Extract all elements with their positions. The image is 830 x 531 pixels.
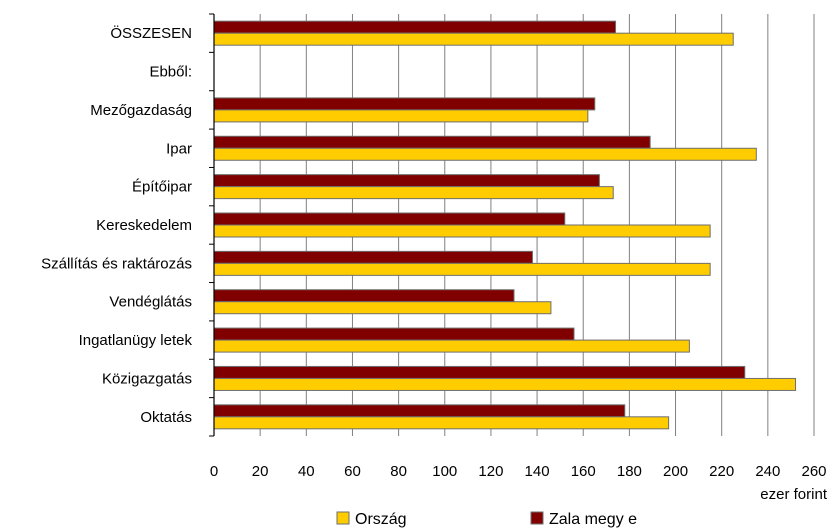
bar-zala [213, 212, 566, 226]
bar-zala [213, 20, 617, 34]
category-label: Oktatás [140, 409, 192, 426]
bar-orszag [213, 339, 690, 353]
category-label: Ipar [166, 140, 192, 157]
legend-label: Zala megy e [549, 511, 637, 528]
category-label: ÖSSZESEN [110, 24, 192, 42]
bar-orszag [213, 224, 711, 238]
x-tick-label: 120 [478, 463, 503, 480]
bar-orszag [213, 301, 552, 315]
category-label: Ingatlanügy letek [79, 332, 193, 349]
x-tick-label: 260 [801, 463, 826, 480]
x-tick-label: 200 [663, 463, 688, 480]
x-unit-label: ezer forint [760, 486, 828, 503]
legend-label: Ország [355, 511, 407, 528]
x-tick-label: 160 [571, 463, 596, 480]
x-tick-label: 220 [709, 463, 734, 480]
category-labels: ÖSSZESEN Ebből: Mezőgazdaság Ipar Építőipar K… [41, 24, 192, 426]
bar-orszag [213, 147, 757, 161]
bar-orszag [213, 262, 711, 276]
bar-zala [213, 365, 746, 379]
bar-orszag [213, 416, 670, 430]
category-label: Kereskedelem [96, 217, 192, 234]
category-label: Vendéglátás [109, 294, 192, 311]
category-label: Közigazgatás [102, 370, 192, 387]
x-tick-label: 100 [432, 463, 457, 480]
x-tick-label: 80 [390, 463, 407, 480]
bar-zala [213, 327, 575, 341]
bars [213, 20, 797, 430]
category-label: Ebből: [149, 64, 192, 81]
bar-zala [213, 135, 651, 149]
legend: Ország Zala megy e [336, 511, 637, 528]
bar-zala [213, 404, 626, 418]
legend-swatch [530, 511, 544, 525]
x-tick-label: 240 [755, 463, 780, 480]
x-tick-label: 0 [210, 463, 218, 480]
category-label: Mezőgazdaság [90, 102, 192, 119]
bar-orszag [213, 109, 589, 123]
bar-zala [213, 97, 596, 111]
x-tick-label: 20 [252, 463, 269, 480]
bar-orszag [213, 377, 797, 391]
category-label: Építőipar [132, 179, 192, 196]
bar-orszag [213, 186, 614, 200]
x-tick-label: 40 [298, 463, 315, 480]
legend-swatch [336, 511, 350, 525]
bar-zala [213, 250, 533, 264]
y-axis-ticks [209, 13, 214, 437]
x-tick-labels: 0 20 40 60 80 100 120 140 160 180 200 220 240 260 [210, 463, 827, 480]
x-tick-label: 60 [344, 463, 361, 480]
category-label: Szállítás és raktározás [41, 255, 192, 272]
x-tick-label: 180 [617, 463, 642, 480]
bar-zala [213, 289, 515, 303]
bar-orszag [213, 32, 734, 46]
bar-zala [213, 174, 600, 188]
x-tick-label: 140 [525, 463, 550, 480]
